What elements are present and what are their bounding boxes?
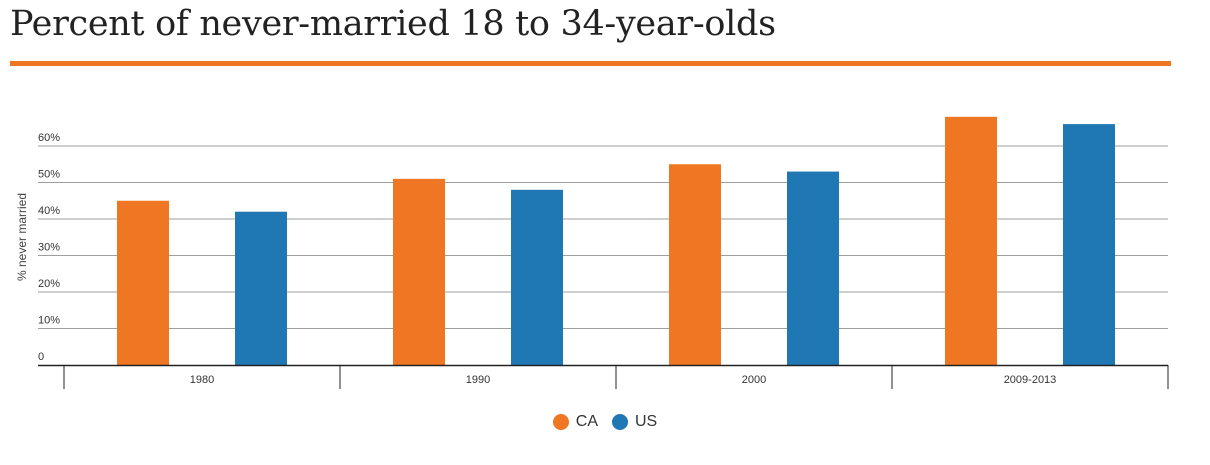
page-title: Percent of never-married 18 to 34-year-o…: [10, 4, 776, 44]
x-tick-labels: 1980 1990 2000 2009-2013: [190, 374, 1057, 386]
y-tick-label: 10%: [38, 315, 60, 327]
gridlines: [38, 145, 1168, 329]
legend-item-us[interactable]: US: [612, 413, 657, 431]
title-underline: [10, 61, 1171, 66]
bar-us[interactable]: [235, 211, 287, 365]
y-tick-label: 20%: [38, 278, 60, 290]
y-tick-label: 30%: [38, 242, 60, 254]
legend-item-ca[interactable]: CA: [552, 413, 598, 431]
y-tick-label: 50%: [38, 169, 60, 181]
x-tick-label: 1990: [466, 374, 490, 386]
y-axis-label: % never married: [15, 193, 29, 281]
legend-label-us: US: [635, 413, 658, 430]
y-tick-label: 40%: [38, 205, 60, 217]
bar-ca[interactable]: [117, 200, 169, 365]
x-tick-label: 2009-2013: [1004, 374, 1057, 386]
x-tick-label: 2000: [742, 374, 766, 386]
legend-label-ca: CA: [575, 413, 598, 430]
bar-us[interactable]: [511, 189, 563, 365]
x-tick-label: 1980: [190, 374, 214, 386]
bar-us[interactable]: [1063, 124, 1115, 365]
legend: CA US: [0, 413, 1210, 431]
bars: [117, 116, 1115, 365]
bar-ca[interactable]: [669, 164, 721, 365]
bar-ca[interactable]: [945, 116, 997, 365]
x-axis: [38, 364, 1169, 389]
bar-ca[interactable]: [393, 178, 445, 365]
legend-swatch-us: [612, 414, 628, 430]
y-tick-labels: 0 10% 20% 30% 40% 50% 60%: [38, 132, 60, 363]
bar-us[interactable]: [787, 171, 839, 365]
y-tick-label: 60%: [38, 132, 60, 144]
legend-swatch-ca: [552, 414, 569, 430]
y-tick-label: 0: [38, 351, 44, 363]
